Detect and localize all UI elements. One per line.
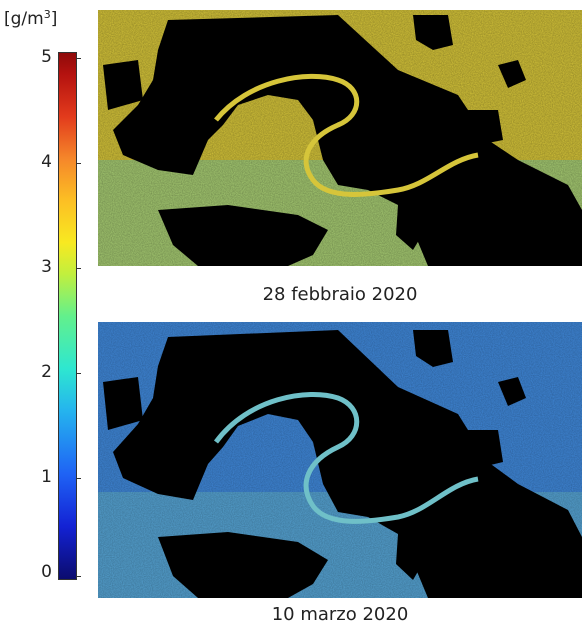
- colorbar-tick-1: 1: [41, 467, 52, 487]
- colorbar-tick-5: 5: [41, 47, 52, 67]
- grand-canal: [214, 73, 479, 197]
- map-panel-10-mar: [98, 322, 582, 598]
- colorbar-unit-label: [g/m3]: [4, 8, 58, 29]
- caption-28-feb: 28 febbraio 2020: [262, 284, 418, 305]
- colorbar-tick-4: 4: [41, 152, 52, 172]
- land-mask: [103, 15, 582, 266]
- grand-canal: [213, 391, 479, 524]
- colorbar: [58, 52, 77, 580]
- map-panel-28-feb: [98, 10, 582, 266]
- land-mask: [103, 330, 582, 598]
- caption-10-mar: 10 marzo 2020: [271, 604, 409, 625]
- colorbar-tick-0: 0: [41, 562, 52, 582]
- colorbar-tick-2: 2: [41, 362, 52, 382]
- colorbar-tick-3: 3: [41, 257, 52, 277]
